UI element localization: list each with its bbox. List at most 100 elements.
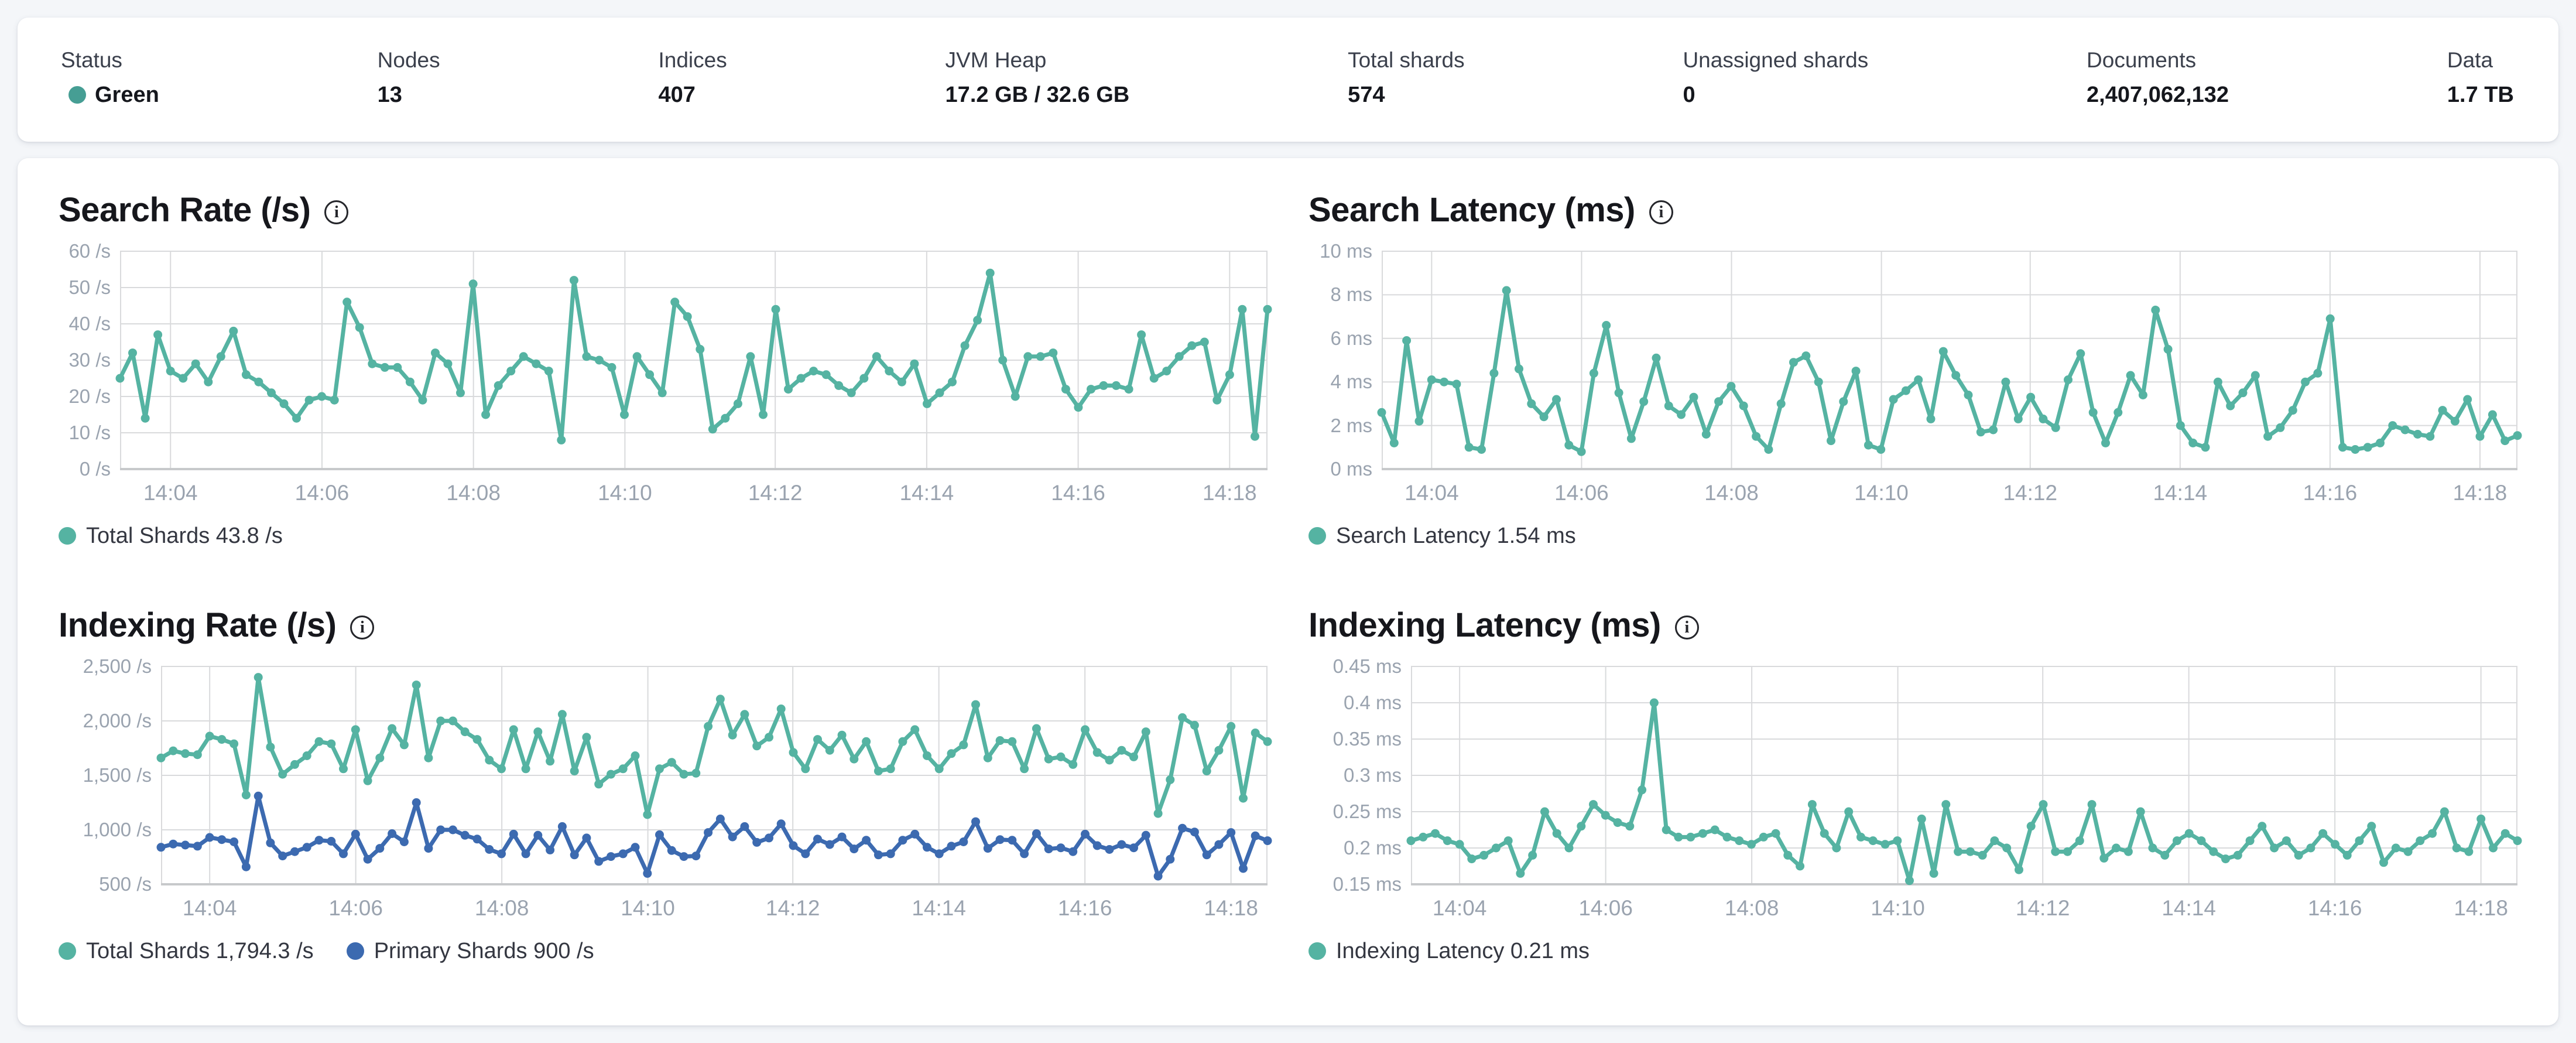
legend-item-search-latency[interactable]: Search Latency 1.54 ms xyxy=(1308,523,1576,549)
info-icon[interactable]: i xyxy=(1649,200,1673,224)
y-tick-label: 0.3 ms xyxy=(1343,764,1402,786)
chart-legend: Indexing Latency 0.21 ms xyxy=(1308,938,2517,964)
y-tick-label: 30 /s xyxy=(68,349,111,371)
metric-label: Status xyxy=(61,48,122,72)
chart-body: 0.45 ms 0.4 ms 0.35 ms 0.3 ms 0.25 ms 0.2 ms 0… xyxy=(1308,656,2522,894)
x-tick-label: 14:14 xyxy=(912,896,966,920)
x-axis-labels: 14:04 14:06 14:08 14:10 14:12 14:14 14:16 14:18 xyxy=(161,885,1268,924)
x-tick-label: 14:10 xyxy=(1871,896,1925,920)
metric-value: 1.7 TB xyxy=(2447,83,2514,107)
metric-value: 2,407,062,132 xyxy=(2087,83,2229,107)
y-tick-label: 2 ms xyxy=(1330,414,1372,436)
info-icon-glyph: i xyxy=(359,618,365,637)
x-tick-label: 14:04 xyxy=(1432,896,1487,920)
summary-metric-documents: Documents 2,407,062,132 xyxy=(2087,48,2229,108)
info-icon-glyph: i xyxy=(1659,203,1664,221)
info-icon[interactable]: i xyxy=(350,615,375,640)
legend-dot-icon xyxy=(1308,527,1326,545)
y-tick-label: 0 /s xyxy=(79,458,111,480)
metric-value: 17.2 GB / 32.6 GB xyxy=(945,83,1130,107)
y-tick-label: 50 /s xyxy=(68,276,111,298)
status-green-dot-icon xyxy=(68,86,86,104)
x-tick-label: 14:16 xyxy=(2307,896,2362,920)
x-tick-label: 14:14 xyxy=(2161,896,2216,920)
y-axis-labels: 2,500 /s 2,000 /s 1,500 /s 1,000 /s 500 /s xyxy=(59,656,161,894)
cluster-summary-bar: Status Green Nodes 13 Indices 407 xyxy=(18,18,2558,142)
info-icon-glyph: i xyxy=(334,203,339,221)
x-tick-label: 14:12 xyxy=(765,896,820,920)
x-tick-label: 14:04 xyxy=(143,481,198,505)
metric-value-row: 1.7 TB xyxy=(2447,82,2514,108)
legend-item-primary-shards[interactable]: Primary Shards 900 /s xyxy=(346,938,594,964)
summary-metric-total-shards: Total shards 574 xyxy=(1348,48,1465,108)
chart-title-row: Search Rate (/s) i xyxy=(59,192,1268,228)
x-tick-label: 14:18 xyxy=(1203,481,1257,505)
legend-label: Total Shards 1,794.3 /s xyxy=(86,939,314,963)
x-tick-label: 14:18 xyxy=(1204,896,1258,920)
y-tick-label: 10 /s xyxy=(68,422,111,443)
chart-plot[interactable] xyxy=(1406,666,2522,885)
x-axis-labels: 14:04 14:06 14:08 14:10 14:12 14:14 14:16 14:18 xyxy=(120,470,1268,509)
chart-plot[interactable] xyxy=(156,666,1272,885)
legend-item-total-shards[interactable]: Total Shards 43.8 /s xyxy=(59,523,283,549)
legend-label: Total Shards 43.8 /s xyxy=(86,524,283,548)
y-tick-label: 4 ms xyxy=(1330,371,1372,393)
chart-body: 2,500 /s 2,000 /s 1,500 /s 1,000 /s 500 /s xyxy=(59,656,1272,894)
metric-value-row: Green xyxy=(61,82,159,108)
legend-label: Search Latency 1.54 ms xyxy=(1336,524,1576,548)
chart-body: 10 ms 8 ms 6 ms 4 ms 2 ms 0 ms xyxy=(1308,241,2522,479)
chart-title: Search Rate (/s) xyxy=(59,191,311,229)
y-axis-labels: 0.45 ms 0.4 ms 0.35 ms 0.3 ms 0.25 ms 0.2 ms 0… xyxy=(1308,656,1411,894)
metric-label: Total shards xyxy=(1348,48,1465,72)
y-tick-label: 0.25 ms xyxy=(1332,801,1402,822)
metric-label: Indices xyxy=(658,48,727,72)
y-tick-label: 1,500 /s xyxy=(83,764,152,786)
x-tick-label: 14:04 xyxy=(182,896,237,920)
legend-dot-icon xyxy=(59,942,76,960)
legend-label: Primary Shards 900 /s xyxy=(374,939,594,963)
x-tick-label: 14:10 xyxy=(598,481,652,505)
x-tick-label: 14:06 xyxy=(1554,481,1609,505)
metric-value-row: 13 xyxy=(378,82,440,108)
x-tick-label: 14:14 xyxy=(899,481,954,505)
chart-legend: Total Shards 1,794.3 /s Primary Shards 90… xyxy=(59,938,1268,964)
info-icon[interactable]: i xyxy=(324,200,349,224)
x-tick-label: 14:16 xyxy=(1051,481,1105,505)
info-icon[interactable]: i xyxy=(1674,615,1699,640)
legend-dot-icon xyxy=(1308,942,1326,960)
x-tick-label: 14:08 xyxy=(474,896,529,920)
y-tick-label: 40 /s xyxy=(68,313,111,334)
y-tick-label: 8 ms xyxy=(1330,283,1372,306)
y-tick-label: 0 ms xyxy=(1330,458,1372,480)
chart-plot[interactable] xyxy=(1377,251,2522,470)
chart-indexing-rate: Indexing Rate (/s) i 2,500 /s 2,000 /s 1,5… xyxy=(59,607,1272,964)
metric-value: 0 xyxy=(1683,83,1695,107)
chart-legend: Total Shards 43.8 /s xyxy=(59,523,1268,549)
y-tick-label: 2,000 /s xyxy=(83,710,152,731)
x-tick-label: 14:06 xyxy=(1578,896,1633,920)
chart-plot[interactable] xyxy=(115,251,1272,470)
metric-label: Documents xyxy=(2087,48,2197,72)
x-tick-label: 14:08 xyxy=(1704,481,1759,505)
chart-title-row: Indexing Latency (ms) i xyxy=(1308,607,2517,644)
metric-label: Nodes xyxy=(377,48,440,72)
summary-metric-nodes: Nodes 13 xyxy=(378,48,440,108)
metric-value: Green xyxy=(95,83,159,107)
y-tick-label: 0.45 ms xyxy=(1332,655,1402,677)
metric-value-row: 0 xyxy=(1683,82,1868,108)
legend-dot-icon xyxy=(59,527,76,545)
y-tick-label: 1,000 /s xyxy=(83,819,152,840)
y-axis-labels: 60 /s 50 /s 40 /s 30 /s 20 /s 10 /s 0 /s xyxy=(59,241,120,479)
y-tick-label: 20 /s xyxy=(68,385,111,407)
metric-label: Unassigned shards xyxy=(1683,48,1869,72)
x-tick-label: 14:16 xyxy=(1057,896,1112,920)
summary-metric-status: Status Green xyxy=(61,48,159,108)
chart-body: 60 /s 50 /s 40 /s 30 /s 20 /s 10 /s 0 /s xyxy=(59,241,1272,479)
x-tick-label: 14:06 xyxy=(328,896,383,920)
x-tick-label: 14:08 xyxy=(1724,896,1779,920)
legend-item-total-shards[interactable]: Total Shards 1,794.3 /s xyxy=(59,938,314,964)
y-tick-label: 60 /s xyxy=(68,240,111,262)
chart-title: Indexing Latency (ms) xyxy=(1308,606,1661,644)
legend-item-indexing-latency[interactable]: Indexing Latency 0.21 ms xyxy=(1308,938,1590,964)
